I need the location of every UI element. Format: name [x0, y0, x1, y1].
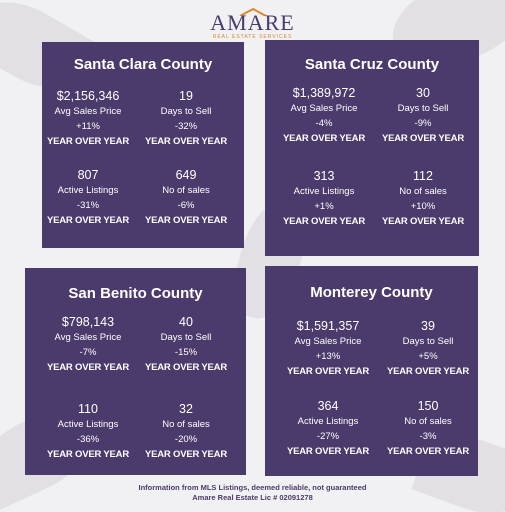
stat: 649 No of sales -6% YEAR OVER YEAR: [136, 168, 236, 228]
stat-value: 40: [179, 315, 193, 329]
county-panel: San Benito County $798,143 Avg Sales Price…: [25, 268, 246, 475]
stat-value: 30: [416, 86, 430, 100]
footer: Information from MLS Listings, deemed re…: [0, 483, 505, 503]
stat-period: YEAR OVER YEAR: [282, 133, 366, 144]
stat-label: Active Listings: [57, 419, 119, 430]
stat-period: YEAR OVER YEAR: [144, 362, 228, 373]
logo-tagline: REAL ESTATE SERVICES: [212, 34, 293, 40]
stat-label: Days to Sell: [160, 106, 212, 117]
stat-change: -7%: [79, 347, 97, 358]
stat: $1,389,972 Avg Sales Price -4% YEAR OVER YE…: [274, 86, 374, 146]
stat-label: No of sales: [404, 416, 452, 427]
stat-value: 649: [175, 168, 197, 182]
stat-value: 39: [421, 319, 435, 333]
stat-change: -32%: [174, 121, 198, 132]
stat-label: Avg Sales Price: [54, 332, 122, 343]
stat-value: 112: [413, 169, 433, 183]
stat-change: +5%: [418, 351, 438, 362]
stat-label: Avg Sales Price: [294, 336, 362, 347]
county-panel: Santa Clara County $2,156,346 Avg Sales Pr…: [42, 42, 244, 248]
stat-change: -31%: [76, 200, 100, 211]
stat-label: Days to Sell: [160, 332, 212, 343]
stat-period: YEAR OVER YEAR: [46, 136, 130, 147]
stat-label: Avg Sales Price: [54, 106, 122, 117]
stat: 19 Days to Sell -32% YEAR OVER YEAR: [136, 89, 236, 149]
stat-change: +13%: [315, 351, 341, 362]
stat-change: -20%: [174, 434, 198, 445]
panel-title: Santa Cruz County: [304, 56, 440, 73]
stat: 40 Days to Sell -15% YEAR OVER YEAR: [136, 315, 236, 375]
stat-change: +11%: [76, 121, 100, 132]
stat-label: Days to Sell: [397, 103, 449, 114]
stat: 110 Active Listings -36% YEAR OVER YEAR: [38, 402, 138, 462]
stat-label: Active Listings: [57, 185, 119, 196]
county-panel: Monterey County $1,591,357 Avg Sales Price…: [265, 266, 478, 476]
stat-change: -4%: [315, 118, 333, 129]
stat-label: Days to Sell: [402, 336, 454, 347]
stat-change: +1%: [314, 201, 334, 212]
stat: $1,591,357 Avg Sales Price +13% YEAR OVER Y…: [278, 319, 378, 379]
stat-change: -3%: [419, 431, 437, 442]
stat-label: No of sales: [162, 419, 210, 430]
stat-period: YEAR OVER YEAR: [286, 446, 370, 457]
panel-title: Monterey County: [310, 284, 433, 301]
stat-value: 364: [317, 399, 339, 413]
stat-period: YEAR OVER YEAR: [386, 446, 470, 457]
stat: 807 Active Listings -31% YEAR OVER YEAR: [38, 168, 138, 228]
stat-value: 110: [78, 402, 98, 416]
stat-label: Active Listings: [297, 416, 359, 427]
footer-line: Information from MLS Listings, deemed re…: [138, 483, 367, 492]
stat-value: 313: [313, 169, 335, 183]
county-panel: Santa Cruz County $1,389,972 Avg Sales Pri…: [265, 40, 479, 256]
stat-change: -36%: [76, 434, 100, 445]
stat-label: Avg Sales Price: [290, 103, 358, 114]
stat-change: +10%: [410, 201, 436, 212]
stat-period: YEAR OVER YEAR: [144, 136, 228, 147]
stat-label: Active Listings: [293, 186, 355, 197]
footer-line: Amare Real Estate Lic # 02091278: [192, 493, 313, 502]
stat-value: 32: [179, 402, 193, 416]
stat-value: 19: [179, 89, 193, 103]
panel-title: Santa Clara County: [73, 56, 213, 73]
stat: 32 No of sales -20% YEAR OVER YEAR: [136, 402, 236, 462]
stat-period: YEAR OVER YEAR: [46, 215, 130, 226]
panel-title: San Benito County: [68, 285, 203, 302]
stat-period: YEAR OVER YEAR: [46, 449, 130, 460]
stat-period: YEAR OVER YEAR: [381, 133, 465, 144]
stat-value: $1,591,357: [296, 319, 360, 333]
stat-change: -27%: [316, 431, 340, 442]
stat-value: 807: [77, 168, 99, 182]
stat-period: YEAR OVER YEAR: [286, 366, 370, 377]
stat-period: YEAR OVER YEAR: [381, 216, 465, 227]
stat-period: YEAR OVER YEAR: [386, 366, 470, 377]
stat-change: -9%: [414, 118, 432, 129]
stat-period: YEAR OVER YEAR: [144, 449, 228, 460]
stat-value: $1,389,972: [292, 86, 356, 100]
stat-period: YEAR OVER YEAR: [46, 362, 130, 373]
logo-roof: [239, 8, 266, 16]
stat: 112 No of sales +10% YEAR OVER YEAR: [373, 169, 473, 229]
stat: 364 Active Listings -27% YEAR OVER YEAR: [278, 399, 378, 459]
stat-value: $2,156,346: [56, 89, 120, 103]
stat-value: $798,143: [61, 315, 115, 329]
stat-change: -6%: [177, 200, 195, 211]
stat-period: YEAR OVER YEAR: [144, 215, 228, 226]
stat: 30 Days to Sell -9% YEAR OVER YEAR: [373, 86, 473, 146]
stat-label: No of sales: [162, 185, 210, 196]
logo-name: AMARE: [210, 10, 295, 35]
stat: 150 No of sales -3% YEAR OVER YEAR: [378, 399, 478, 459]
stat: 39 Days to Sell +5% YEAR OVER YEAR: [378, 319, 478, 379]
logo: AMARE REAL ESTATE SERVICES: [0, 8, 505, 40]
stat: $798,143 Avg Sales Price -7% YEAR OVER YEAR: [38, 315, 138, 375]
stat: 313 Active Listings +1% YEAR OVER YEAR: [274, 169, 374, 229]
stat-change: -15%: [174, 347, 198, 358]
stat-value: 150: [417, 399, 439, 413]
stat-label: No of sales: [399, 186, 447, 197]
stat: $2,156,346 Avg Sales Price +11% YEAR OVER Y…: [38, 89, 138, 149]
stat-period: YEAR OVER YEAR: [282, 216, 366, 227]
